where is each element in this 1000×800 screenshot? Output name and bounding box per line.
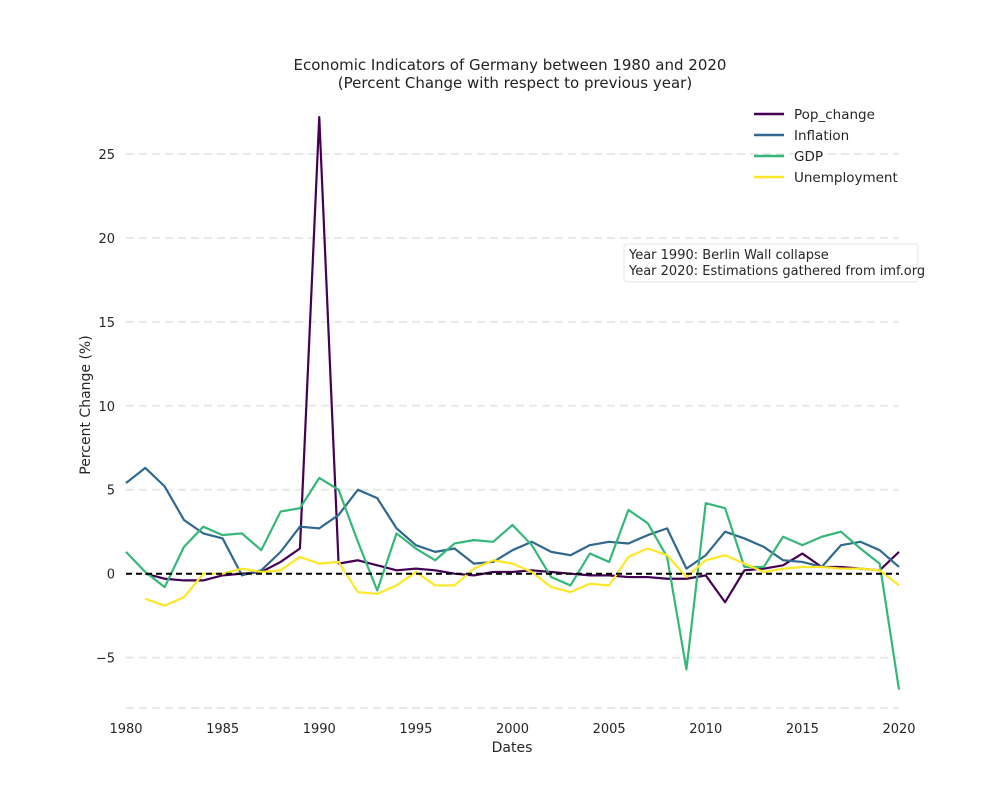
- x-tick-label: 2015: [786, 722, 819, 737]
- y-tick-label: 15: [98, 316, 115, 331]
- series-line-gdp: [125, 476, 901, 690]
- y-tick-label: 10: [98, 400, 115, 415]
- series-line-inflation: [125, 466, 900, 577]
- x-tick-label: 1980: [109, 722, 142, 737]
- x-tick-labels: 1980 1985 1990 1995 2000 2005 2010 2015 2020: [109, 722, 915, 737]
- x-tick-label: 1985: [206, 722, 239, 737]
- annotation-line-2: Year 2020: Estimations gathered from imf…: [628, 264, 925, 279]
- legend-label: Unemployment: [794, 170, 898, 186]
- y-tick-label: 0: [107, 568, 115, 583]
- y-tick-label: 5: [107, 484, 115, 499]
- y-tick-label: −5: [96, 652, 115, 667]
- series-line-unemployment: [144, 547, 900, 607]
- x-axis-label: Dates: [492, 740, 533, 756]
- series-layer: [125, 115, 901, 690]
- x-tick-label: 1990: [303, 722, 336, 737]
- chart-title: Economic Indicators of Germany between 1…: [294, 56, 727, 74]
- chart-title-group: Economic Indicators of Germany between 1…: [294, 56, 727, 92]
- y-tick-label: 25: [98, 148, 115, 163]
- legend-label: Pop_change: [794, 107, 875, 123]
- series-line-pop_change: [145, 115, 900, 604]
- grid-lines: [126, 152, 899, 709]
- x-tick-label: 2020: [882, 722, 915, 737]
- annotation-line-1: Year 1990: Berlin Wall collapse: [628, 248, 829, 263]
- chart-subtitle: (Percent Change with respect to previous…: [338, 74, 692, 92]
- x-tick-label: 1995: [399, 722, 432, 737]
- y-axis-label: Percent Change (%): [78, 335, 94, 474]
- legend-label: Inflation: [794, 128, 849, 144]
- y-tick-labels: −5 0 5 10 15 20 25: [96, 148, 115, 667]
- annotation-frame: [623, 243, 919, 283]
- legend: Pop_change Inflation GDP Unemployment: [754, 107, 898, 186]
- annotation-box: Year 1990: Berlin Wall collapse Year 202…: [623, 243, 925, 283]
- legend-label: GDP: [794, 149, 823, 165]
- x-tick-label: 2010: [689, 722, 722, 737]
- x-tick-label: 2000: [496, 722, 529, 737]
- y-tick-label: 20: [98, 232, 115, 247]
- x-tick-label: 2005: [593, 722, 626, 737]
